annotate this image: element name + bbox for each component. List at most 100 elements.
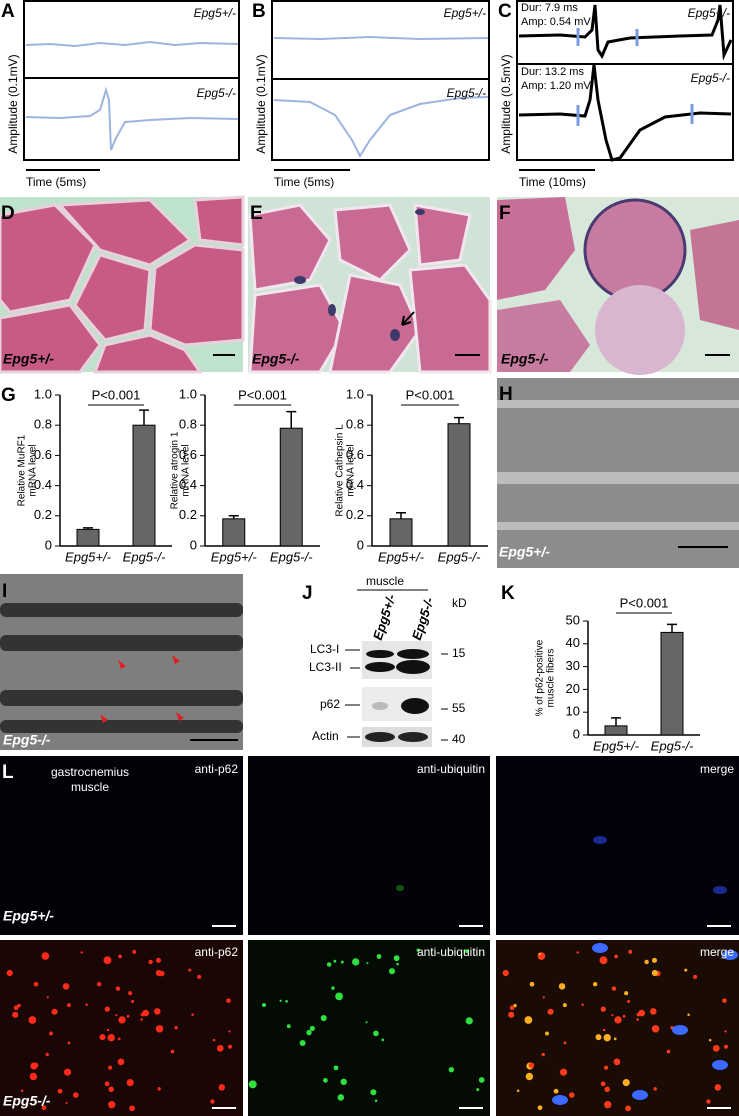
punctum [333,1065,339,1071]
punctum [320,1015,327,1022]
punctum [611,986,617,991]
punctum [32,1062,39,1069]
punctum [72,1092,79,1098]
fibers [0,195,245,374]
bands [497,400,739,530]
genotype: Epg5+/- [444,6,486,20]
note: Dur: 13.2 ms [521,66,584,78]
punctum [108,1065,113,1070]
micrograph [496,756,739,935]
punctum [478,1077,485,1083]
punctum [210,1099,215,1104]
frame [516,0,734,161]
bands [0,603,243,733]
punctum [227,1044,232,1049]
punctum [604,1086,610,1093]
genotype: Epg5+/- [499,544,550,560]
panel-label: A [1,1,15,22]
y-axis-label: mRNA level [181,444,192,496]
punctum [191,1013,194,1017]
bar [132,424,156,547]
punctum [49,1031,53,1036]
punctum [20,1089,24,1092]
band-label: LC3-II [309,660,342,674]
bar [222,518,246,547]
tissue-label: muscle [71,780,109,794]
punctum [12,1011,19,1018]
punctum [416,948,420,952]
western-blot: J muscle kD Epg5+/- Epg5-/- LC3-I LC3-II… [302,574,467,747]
annotation: P<0.001 [406,387,455,402]
punctum [513,1003,517,1008]
punctum [603,1033,611,1042]
punctum [29,1072,38,1081]
punctum [337,1094,345,1101]
y-axis-label: % of p62-positive [535,639,546,716]
punctum [652,957,657,963]
marker: 55 [452,701,466,715]
genotype: Epg5-/- [197,86,236,100]
punctum [126,1079,134,1087]
punctum [538,952,541,956]
punctum [604,1065,609,1070]
punctum [142,1009,149,1017]
fibers [497,197,739,375]
punctum [547,1008,554,1015]
axis-label: Time (5ms) [26,175,86,189]
punctum [66,1003,71,1008]
punctum [653,1087,657,1091]
punctum [104,1081,110,1087]
panel-label: J [302,583,313,604]
tissue-label: gastrocnemius [51,765,129,779]
punctum [85,1003,88,1006]
punctum [285,999,288,1003]
punctum [80,951,83,954]
punctum [381,1038,385,1042]
x-tick-label: Epg5-/- [270,549,313,564]
scale-bars [212,925,731,1109]
punctum [600,1081,606,1087]
marker: 15 [452,646,466,660]
pointers [345,649,448,741]
punctum [65,1101,68,1104]
y-axis-label: mRNA level [346,444,357,496]
punctum [708,1038,712,1042]
panel-label: B [252,1,266,22]
punctum [373,1030,379,1037]
error-bar [83,527,93,530]
y-tick-label: 0.4 [179,477,197,492]
punctum [651,1025,660,1033]
punctum [197,974,202,979]
nucleus [712,1060,728,1070]
y-axis-label: Relative MuRF1 [17,434,28,506]
scale-bars [190,546,728,741]
nuclei [294,209,425,341]
puncta [6,836,738,1112]
histology: D E F Epg5+/- Epg5-/- Epg5-/- [0,195,739,375]
micrograph [248,940,490,1116]
axis-label: Time (5ms) [274,175,334,189]
channel-label: merge [700,762,734,776]
y-axis-label: Relative atrogin 1 [170,431,181,509]
panel-label: K [501,583,515,604]
punctum [622,1079,630,1087]
bar [660,631,684,736]
nucleus [672,1025,688,1035]
nucleus [722,950,738,960]
channel-label: anti-ubiquitin [417,762,485,776]
punctum [502,969,509,977]
punctum [57,1088,63,1094]
punctum [340,1078,347,1086]
y-tick-label: 0.2 [346,507,364,522]
y-tick-label: 1.0 [346,386,364,401]
punctum [542,996,545,999]
y-tick-label: 50 [566,612,580,627]
punctum [33,981,39,987]
punctum [651,969,658,976]
punctum [545,1031,549,1036]
punctum [604,1101,612,1109]
punctum [541,1052,545,1057]
punctum [132,949,137,954]
punctum [62,983,70,990]
y-tick-label: 0.8 [346,417,364,432]
